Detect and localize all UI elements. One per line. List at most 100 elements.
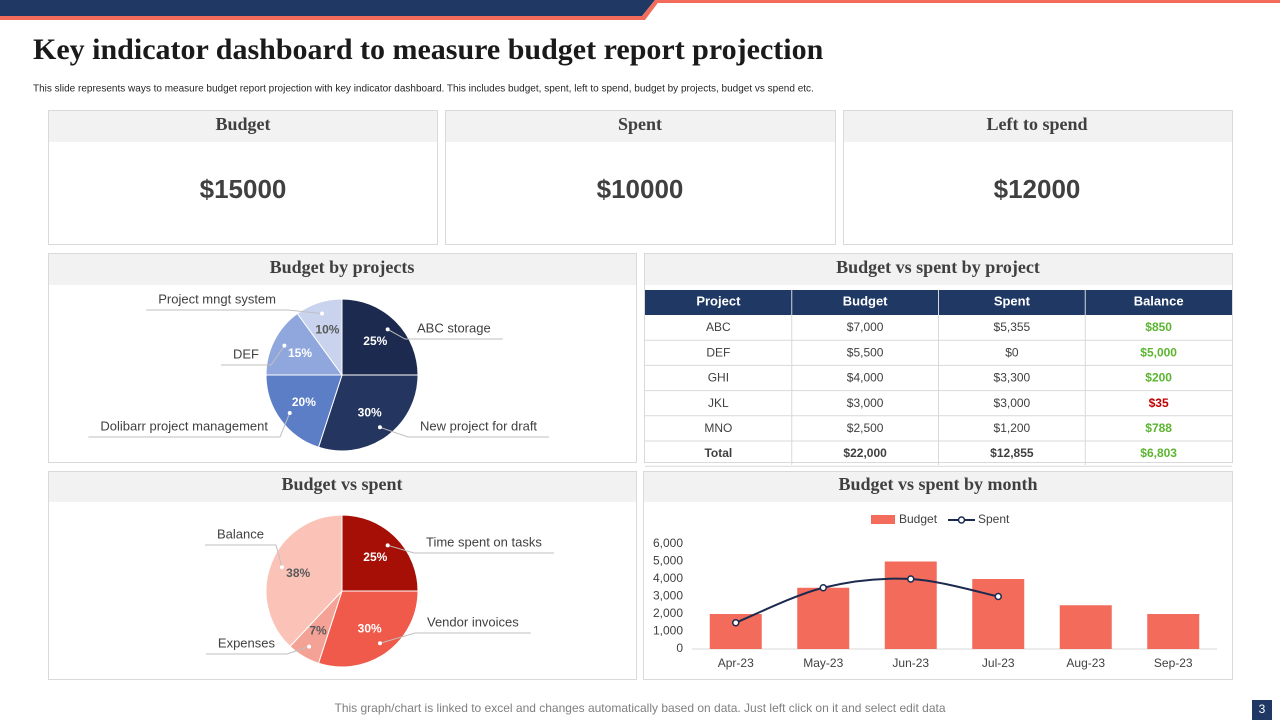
kpi-left: Left to spend $12000: [843, 110, 1233, 245]
y-tick-label: 3,000: [653, 589, 683, 603]
table-cell: $2,500: [847, 421, 884, 435]
table-cell: GHI: [708, 371, 729, 385]
kpi-value: $15000: [200, 174, 287, 204]
leader-dot: [282, 343, 287, 348]
y-tick-label: 6,000: [653, 536, 683, 550]
pie-slice: [265, 312, 343, 376]
table-cell: $12,855: [990, 446, 1034, 460]
table-header: Spent: [994, 293, 1031, 308]
panel-title: Budget vs spent by month: [838, 474, 1037, 494]
panel-title: Budget vs spent by project: [836, 257, 1040, 277]
table-cell: $3,000: [994, 396, 1031, 410]
table-cell: $6,803: [1140, 446, 1177, 460]
leader-dot: [279, 565, 284, 570]
x-tick-label: Apr-23: [718, 656, 754, 670]
panel-header: [645, 254, 1232, 285]
leader-dot: [385, 327, 390, 332]
pie-value-label: 10%: [315, 322, 339, 336]
pie-category-label: Time spent on tasks: [426, 534, 542, 549]
pie-value-label: 20%: [292, 395, 316, 409]
pie-slice: [265, 514, 343, 648]
legend-swatch: [871, 515, 895, 524]
leader-line: [205, 544, 283, 568]
pie-category-label: Vendor invoices: [427, 614, 519, 629]
top-line: [658, 0, 1280, 3]
pie-slice: [341, 514, 419, 592]
leader-line: [387, 328, 503, 340]
line-series: [735, 577, 999, 624]
leader-dot: [377, 425, 382, 430]
table-cell: $3,300: [994, 371, 1031, 385]
leader-line: [379, 426, 550, 438]
pie-category-label: ABC storage: [417, 320, 491, 335]
bar: [1059, 605, 1112, 649]
pie-slice: [317, 374, 419, 452]
pie-value-label: 25%: [363, 334, 387, 348]
pie-slice: [296, 298, 343, 377]
table-cell: $1,200: [994, 421, 1031, 435]
line-point: [907, 575, 915, 583]
page-number: 3: [1259, 702, 1266, 716]
pie-value-label: 25%: [363, 550, 387, 564]
slide-subtitle: This slide represents ways to measure bu…: [33, 84, 814, 95]
slide-title: Key indicator dashboard to measure budge…: [33, 33, 824, 66]
line-point: [732, 619, 740, 627]
pie-slice: [341, 298, 419, 376]
y-tick-label: 5,000: [653, 554, 683, 568]
kpi-label: Left to spend: [986, 114, 1087, 134]
table-cell: $5,000: [1140, 345, 1177, 359]
kpi-budget: Budget $15000: [48, 110, 438, 245]
legend-label: Spent: [978, 512, 1010, 526]
table-cell: $7,000: [847, 320, 884, 334]
pie-category-label: Expenses: [218, 635, 276, 650]
table-cell: $200: [1145, 371, 1172, 385]
x-tick-label: Jun-23: [892, 656, 929, 670]
y-tick-label: 4,000: [653, 571, 683, 585]
y-tick-label: 1,000: [653, 624, 683, 638]
leader-line: [205, 646, 310, 655]
bar: [972, 579, 1025, 649]
kpi-value: $12000: [994, 174, 1081, 204]
table-header: Balance: [1134, 293, 1184, 308]
page-number-box: [1252, 700, 1272, 720]
line-point: [994, 592, 1002, 601]
table-cell: $22,000: [843, 446, 887, 460]
panel-title: Budget vs spent: [281, 474, 402, 494]
bar: [884, 561, 937, 649]
leader-dot: [320, 311, 325, 316]
legend-label: Budget: [899, 512, 938, 526]
pie-value-label: 30%: [358, 621, 382, 635]
x-tick-label: Sep-23: [1154, 656, 1193, 670]
x-tick-label: May-23: [803, 656, 843, 670]
table-cell: $0: [1005, 345, 1019, 359]
line-point: [819, 584, 827, 592]
table-cell: DEF: [706, 345, 730, 359]
table-cell: MNO: [704, 421, 732, 435]
table-cell: $4,000: [847, 371, 884, 385]
leader-line: [221, 345, 285, 366]
table-cell: $35: [1149, 396, 1169, 410]
legend-marker: [957, 516, 966, 524]
pie-category-label: Balance: [217, 526, 264, 541]
table-cell: $5,355: [994, 320, 1031, 334]
kpi-label: Spent: [618, 114, 662, 134]
pie-category-label: DEF: [233, 346, 259, 361]
table-header: Project: [696, 293, 741, 308]
table-cell: JKL: [708, 396, 729, 410]
table-cell: $5,500: [847, 345, 884, 359]
y-tick-label: 0: [676, 641, 683, 655]
pie-value-label: 38%: [286, 566, 310, 580]
top-band: [0, 0, 655, 16]
pie-value-label: 15%: [288, 346, 312, 360]
leader-dot: [307, 644, 312, 649]
panel-header: [49, 254, 636, 285]
table-header: Budget: [843, 293, 888, 308]
pie-category-label: New project for draft: [420, 418, 537, 433]
leader-line: [146, 309, 323, 315]
pie-slice: [317, 590, 419, 668]
pie-slice: [265, 374, 343, 448]
leader-line: [379, 632, 531, 644]
leader-dot: [377, 641, 382, 646]
pie-category-label: Dolibarr project management: [100, 418, 268, 433]
leader-dot: [385, 543, 390, 548]
